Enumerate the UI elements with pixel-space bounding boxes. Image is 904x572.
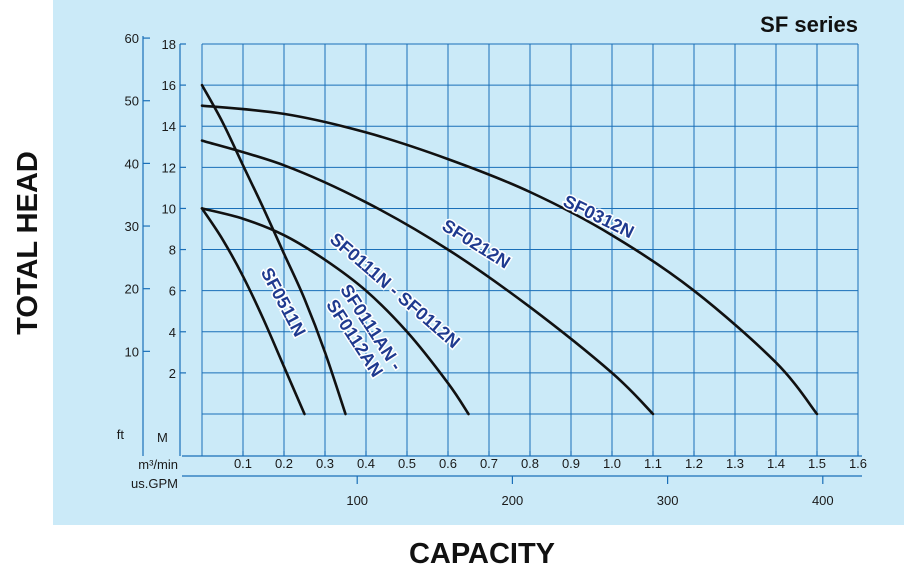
y-unit-primary: M xyxy=(157,430,168,445)
y-tick-label: 10 xyxy=(162,201,176,216)
curve-layer xyxy=(200,83,819,416)
gpm-tick-label: 300 xyxy=(657,493,679,508)
y-tick-label: 8 xyxy=(169,243,176,258)
y-tick-label: 2 xyxy=(169,366,176,381)
x-unit-secondary: us.GPM xyxy=(131,476,178,491)
x-tick-label: 0.8 xyxy=(521,456,539,471)
x-axis-title: CAPACITY xyxy=(409,538,555,570)
y-unit-secondary: ft xyxy=(117,427,125,442)
ft-tick-label: 60 xyxy=(125,31,139,46)
y-tick-label: 16 xyxy=(162,78,176,93)
x-tick-label: 1.6 xyxy=(849,456,867,471)
x-tick-label: 1.0 xyxy=(603,456,621,471)
x-tick-label: 0.1 xyxy=(234,456,252,471)
gpm-tick-label: 200 xyxy=(502,493,524,508)
x-tick-label: 0.2 xyxy=(275,456,293,471)
x-tick-label: 1.3 xyxy=(726,456,744,471)
curve-sf0511n xyxy=(200,207,306,416)
axis-layer: 0.1 0.2 0.3 0.4 0.5 0.6 0.7 0.8 0.9 1.0 1.1 1.2 1.3 1… xyxy=(125,31,868,508)
x-tick-label: 1.2 xyxy=(685,456,703,471)
x-tick-label: 0.7 xyxy=(480,456,498,471)
ft-tick-label: 30 xyxy=(125,219,139,234)
y-axis-title: TOTAL HEAD xyxy=(12,151,44,335)
x-tick-label: 0.3 xyxy=(316,456,334,471)
gpm-tick-label: 100 xyxy=(346,493,368,508)
x-tick-label: 0.5 xyxy=(398,456,416,471)
ft-tick-label: 20 xyxy=(125,282,139,297)
x-tick-label: 1.5 xyxy=(808,456,826,471)
gpm-tick-label: 400 xyxy=(812,493,834,508)
chart-panel-background xyxy=(53,0,904,525)
x-tick-label: 0.4 xyxy=(357,456,375,471)
x-unit-primary: m³/min xyxy=(138,457,178,472)
ft-tick-label: 50 xyxy=(125,94,139,109)
grid-layer xyxy=(201,43,859,456)
x-tick-label: 1.4 xyxy=(767,456,785,471)
x-tick-label: 1.1 xyxy=(644,456,662,471)
ft-tick-label: 10 xyxy=(125,344,139,359)
curve-sf0111an-sf0112an xyxy=(200,83,347,416)
curve-sf0312n xyxy=(200,104,819,416)
y-tick-label: 6 xyxy=(169,284,176,299)
y-tick-label: 18 xyxy=(162,37,176,52)
ft-tick-label: 40 xyxy=(125,156,139,171)
y-tick-label: 4 xyxy=(169,325,176,340)
curve-sf0111n-sf0112n xyxy=(200,207,470,416)
x-tick-label: 0.9 xyxy=(562,456,580,471)
chart-title: SF series xyxy=(760,12,858,37)
y-tick-label: 12 xyxy=(162,160,176,175)
x-tick-label: 0.6 xyxy=(439,456,457,471)
curve-sf0212n xyxy=(200,139,655,416)
y-tick-label: 14 xyxy=(162,119,176,134)
